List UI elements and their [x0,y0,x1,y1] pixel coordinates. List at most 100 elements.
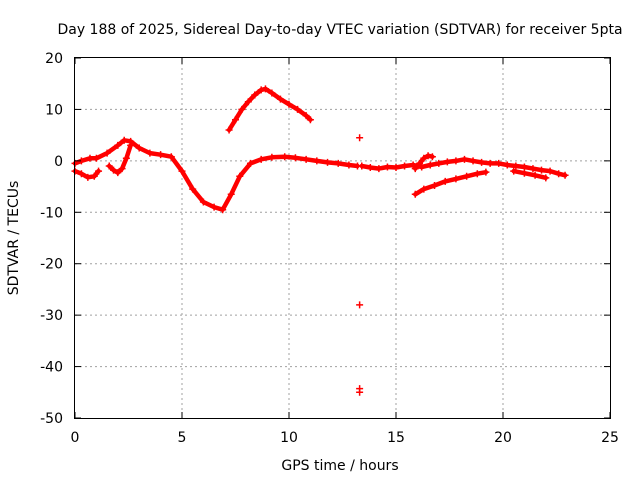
data-point [90,172,98,180]
data-point [291,154,299,162]
data-point [538,166,546,174]
data-point [219,206,227,214]
data-point [452,175,460,183]
y-axis-label: SDTVAR / TECUs [6,181,22,296]
y-tick-label: -10 [40,205,63,221]
data-point [486,159,494,167]
series-track-spike-16h [411,152,436,173]
data-point [424,152,432,160]
data-point [452,157,460,165]
data-point [127,141,135,149]
x-tick-label: 0 [71,430,80,446]
data-point [463,172,471,180]
data-point [510,167,518,175]
data-point [383,163,391,171]
data-point [302,155,310,163]
data-point [431,182,439,190]
data-point [366,164,374,172]
data-point [103,149,111,157]
series-track-main-early [71,136,361,214]
data-point [531,171,539,179]
data-point [324,158,332,166]
data-point [420,154,428,162]
data-point [358,162,366,170]
data-point [114,141,122,149]
data-point [257,86,265,94]
data-point [146,149,154,157]
data-point [561,171,569,179]
data-point [84,173,92,181]
y-tick-label: -40 [40,360,63,376]
data-point [268,153,276,161]
data-point [210,203,218,211]
series-track-mid-late [358,155,569,179]
data-point [251,91,259,99]
data-point [495,159,503,167]
data-point [189,185,197,193]
data-point [356,301,364,309]
data-point [199,198,207,206]
series-trace [511,168,549,181]
data-point [426,161,434,169]
data-point [416,159,424,167]
plot-frame [74,57,611,419]
x-tick-label: 15 [387,430,405,446]
x-tick-label: 5 [178,430,187,446]
data-point [118,165,126,173]
data-point [178,167,186,175]
data-point [238,105,246,113]
data-point [122,154,130,162]
data-point [92,154,100,162]
data-point [306,116,314,124]
data-point [356,388,364,396]
data-point [95,167,103,175]
x-tick-label: 25 [601,430,619,446]
y-tick-label: -20 [40,257,63,273]
x-tick-label: 20 [494,430,512,446]
data-point [294,105,302,113]
data-point [236,172,244,180]
data-point [392,164,400,172]
data-point [435,159,443,167]
data-point [460,155,468,163]
x-tick-label: 10 [280,430,298,446]
data-point [334,159,342,167]
data-point [555,170,563,178]
chart-title: Day 188 of 2025, Sidereal Day-to-day VTE… [57,22,622,38]
y-tick-label: -30 [40,308,63,324]
data-point [512,162,520,170]
series-track-rising-16h [411,168,490,198]
data-point [313,157,321,165]
data-point [356,134,364,142]
data-point [257,155,265,163]
axis-ticks: 0 5 10 15 20 25 20 10 0 -10 -20 -30 -40 -50 [40,51,619,446]
data-point [105,162,113,170]
data-point [546,167,554,175]
series-track-high-arc [225,85,314,134]
y-tick-label: -50 [40,411,63,427]
data-point [261,85,269,93]
grid [75,58,610,418]
data-point [276,95,284,103]
data-point [345,161,353,169]
data-point [227,190,235,198]
data-point [411,165,419,173]
data-point [478,158,486,166]
data-point [443,158,451,166]
data-point [268,89,276,97]
data-point [285,100,293,108]
series-track-lower-late [510,167,550,182]
data-point [520,169,528,177]
y-tick-label: 10 [45,102,63,118]
y-tick-label: 20 [45,51,63,67]
data-point [77,170,85,178]
series-trace [413,169,489,197]
data-point [473,170,481,178]
data-point [225,126,233,134]
data-point [401,162,409,170]
data-point [420,185,428,193]
data-point [428,153,436,161]
y-tick-label: 0 [54,154,63,170]
data-point [135,144,143,152]
